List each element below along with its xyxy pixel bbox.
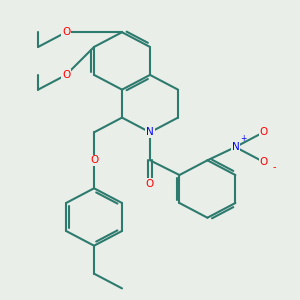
Text: O: O [146,179,154,189]
Text: -: - [273,162,276,172]
Text: N: N [146,127,154,137]
Text: O: O [62,70,70,80]
Text: +: + [240,134,247,143]
Text: N: N [232,142,239,152]
Text: O: O [62,27,70,37]
Text: O: O [259,157,268,167]
Text: O: O [90,155,98,165]
Text: O: O [259,127,268,137]
